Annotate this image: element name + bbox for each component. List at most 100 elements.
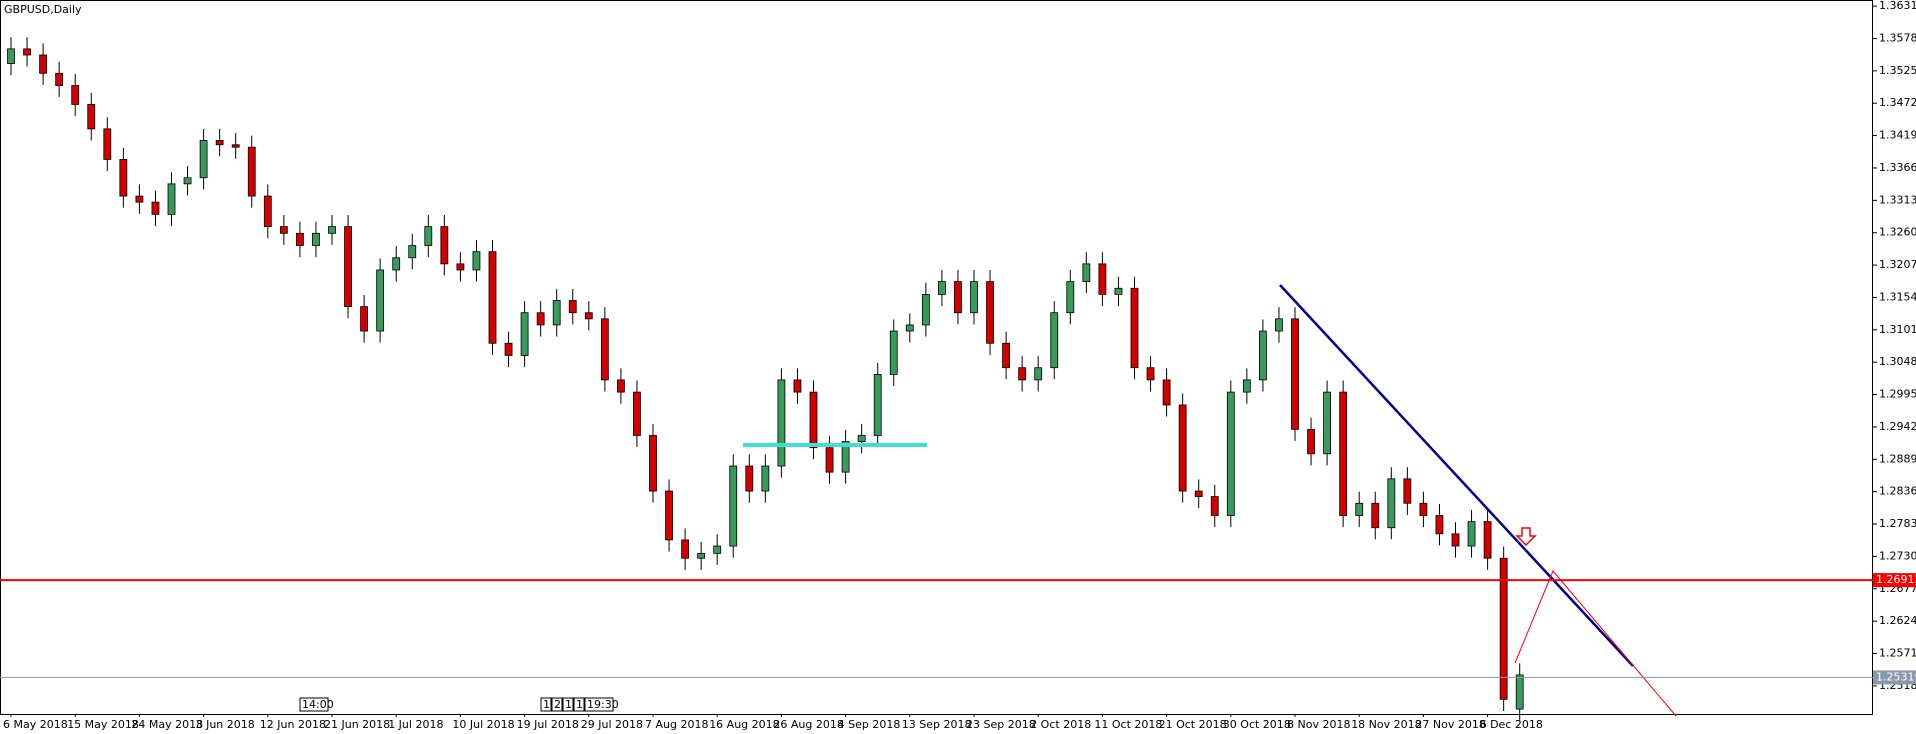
y-tick-label: 1.28890 [1879, 452, 1916, 465]
candle-body [600, 318, 609, 381]
candle-body [1403, 478, 1412, 504]
time-marker-label: 19:30 [587, 698, 619, 711]
y-tick-label: 1.26240 [1879, 614, 1916, 627]
time-marker-box [551, 697, 563, 712]
candle-body [1259, 330, 1267, 381]
y-tick-label: 1.33130 [1879, 193, 1916, 206]
candle-body [1307, 428, 1315, 455]
candle-body [1114, 287, 1123, 295]
candle-body [745, 465, 754, 492]
candle-body [809, 391, 818, 449]
x-tick-label: 1 Jul 2018 [388, 718, 443, 731]
x-tick-label: 12 Jun 2018 [260, 718, 326, 731]
candle-body [1146, 367, 1155, 381]
time-marker-box [562, 697, 574, 712]
candle-body [584, 312, 593, 320]
candle-body [761, 465, 770, 492]
candle-body [456, 263, 465, 271]
candle-body [87, 104, 96, 130]
candle-body [1499, 557, 1508, 700]
candle-body [344, 226, 352, 308]
x-tick-label: 10 Jul 2018 [452, 718, 514, 731]
time-marker-label: 14:00 [302, 698, 334, 711]
x-tick-label: 2 Oct 2018 [1030, 718, 1091, 731]
candle-body [552, 300, 561, 326]
x-tick-label: 19 Jul 2018 [517, 718, 579, 731]
candle-body [1355, 502, 1364, 516]
candle-body [1339, 391, 1348, 516]
candle-body [312, 232, 320, 246]
time-marker-box [584, 697, 614, 712]
x-tick-label: 11 Oct 2018 [1094, 718, 1162, 731]
x-tick-label: 24 May 2018 [131, 718, 203, 731]
y-tick-label: 1.35250 [1879, 64, 1916, 77]
candle-body [520, 312, 529, 356]
candle-body [938, 281, 946, 295]
candle-body [151, 201, 160, 215]
candle-body [633, 391, 641, 436]
candle-body [1467, 521, 1476, 547]
candle-body [360, 306, 369, 332]
candle-body [665, 490, 673, 541]
candle-body [889, 330, 898, 375]
candle-body [649, 435, 657, 492]
price-level-box [1873, 670, 1916, 685]
candle-body [1419, 502, 1428, 516]
candle-body [873, 374, 882, 436]
candle-body [1162, 379, 1171, 406]
candle-body [857, 435, 866, 442]
y-tick-label: 1.36310 [1879, 0, 1916, 12]
x-tick-label: 30 Oct 2018 [1223, 718, 1291, 731]
price-level-box [1873, 573, 1916, 588]
candle-body [1242, 379, 1251, 393]
candle-body [729, 465, 738, 547]
candle-body [199, 140, 208, 179]
candle-body [1323, 391, 1331, 455]
candle-body [1210, 496, 1219, 516]
candle-body [1082, 263, 1091, 282]
x-tick-label: 16 Aug 2018 [709, 718, 779, 731]
x-tick-label: 27 Nov 2018 [1415, 718, 1485, 731]
y-tick-label: 1.32070 [1879, 258, 1916, 271]
x-tick-label: 18 Nov 2018 [1351, 718, 1421, 731]
y-tick-label: 1.31540 [1879, 290, 1916, 303]
candle-body [472, 251, 481, 271]
time-marker-box [573, 697, 585, 712]
candle-body [295, 232, 304, 246]
price-level-label: 1.25319 [1876, 670, 1916, 683]
y-tick-label: 1.29420 [1879, 420, 1916, 433]
candle-body [247, 146, 256, 197]
candle-body [424, 226, 433, 246]
candle-body [1275, 318, 1283, 332]
candle-body [215, 140, 224, 146]
candle-body [1451, 533, 1460, 547]
candle-body [536, 312, 545, 326]
trend-line [1279, 284, 1634, 667]
plot-area [7, 37, 1524, 721]
x-tick-label: 13 Sep 2018 [902, 718, 972, 731]
x-tick-label: 29 Jul 2018 [581, 718, 643, 731]
plot-frame [0, 0, 1873, 715]
y-tick-label: 1.34720 [1879, 96, 1916, 109]
candle-body [970, 281, 978, 314]
candle-body [1387, 478, 1396, 529]
time-marker-label: 1 [565, 698, 572, 711]
candle-body [1435, 515, 1444, 535]
y-tick-label: 1.29950 [1879, 388, 1916, 401]
candle-body [119, 159, 128, 197]
y-tick-label: 1.33660 [1879, 161, 1916, 174]
candle-body [55, 72, 64, 86]
candle-body [1018, 367, 1027, 381]
candle-body [1515, 674, 1524, 710]
candle-body [825, 447, 834, 473]
candle-body [986, 281, 994, 344]
candle-body [954, 281, 962, 314]
x-tick-label: 15 May 2018 [67, 718, 139, 731]
candle-body [1226, 391, 1235, 516]
x-tick-label: 23 Sep 2018 [966, 718, 1036, 731]
candle-body [103, 128, 112, 160]
candle-body [183, 177, 192, 185]
x-tick-label: 21 Jun 2018 [324, 718, 390, 731]
x-tick-label: 6 Dec 2018 [1480, 718, 1543, 731]
candle-body [1483, 521, 1492, 559]
